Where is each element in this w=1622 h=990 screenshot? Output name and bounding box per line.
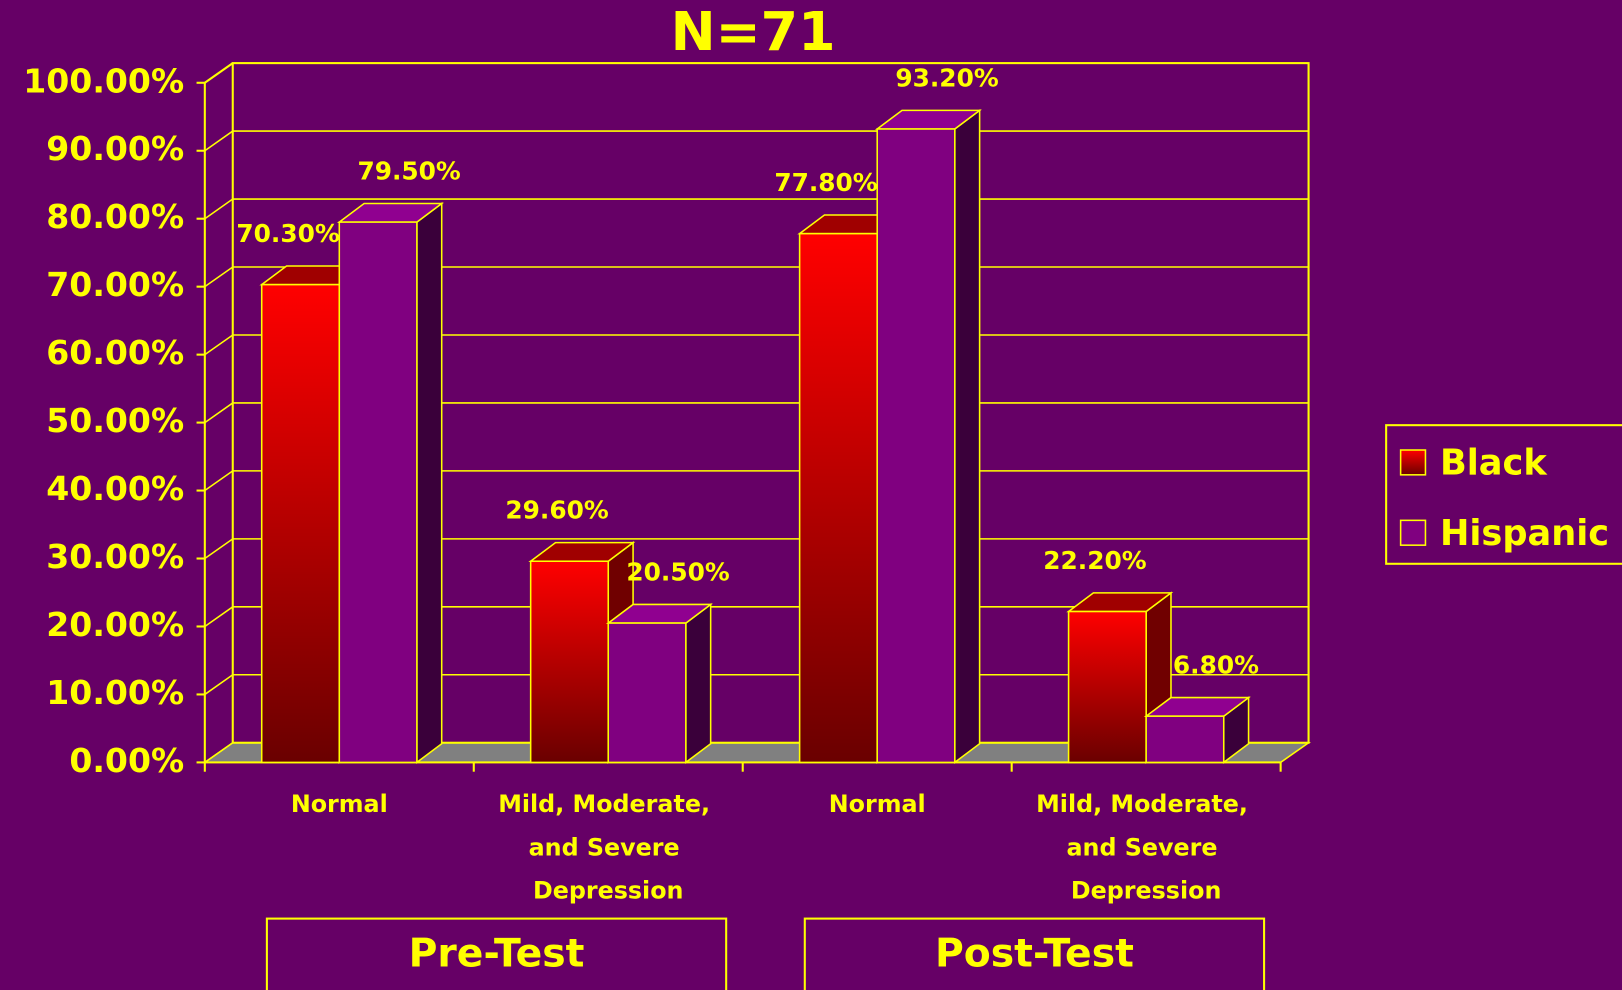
y-tick-label: 40.00% bbox=[46, 469, 184, 508]
y-tick-label: 90.00% bbox=[46, 129, 184, 168]
bar bbox=[529, 560, 610, 764]
group-label: Pre-Test bbox=[409, 931, 585, 976]
grid-line bbox=[204, 62, 1309, 84]
y-tick-label: 0.00% bbox=[69, 741, 184, 780]
value-label: 79.50% bbox=[357, 156, 460, 185]
bar-side bbox=[416, 201, 443, 764]
value-label: 29.60% bbox=[505, 496, 608, 525]
y-tick-label: 50.00% bbox=[46, 401, 184, 440]
bar bbox=[338, 221, 418, 764]
legend-swatch bbox=[1399, 519, 1427, 546]
y-tick-label: 70.00% bbox=[46, 265, 184, 304]
legend-label: Black bbox=[1440, 442, 1548, 483]
bar bbox=[1067, 610, 1147, 764]
x-tick-label: Normal bbox=[829, 789, 926, 817]
y-tick-label: 30.00% bbox=[46, 537, 184, 576]
value-label: 20.50% bbox=[626, 557, 729, 586]
bar bbox=[798, 232, 878, 764]
bar bbox=[607, 622, 687, 764]
value-label: 70.30% bbox=[236, 219, 339, 248]
y-tick-label: 20.00% bbox=[46, 605, 184, 644]
x-tick-label: Mild, Moderate, and Severe Depression bbox=[498, 789, 718, 904]
legend-box bbox=[1385, 424, 1622, 565]
bar bbox=[876, 128, 956, 764]
value-label: 6.80% bbox=[1173, 651, 1259, 680]
y-tick-label: 60.00% bbox=[46, 333, 184, 372]
bar-side bbox=[954, 108, 981, 764]
group-box bbox=[265, 917, 728, 990]
value-label: 93.20% bbox=[895, 63, 998, 92]
legend-swatch bbox=[1399, 449, 1427, 476]
chart-title: N=71 bbox=[671, 0, 836, 63]
legend-label: Hispanic bbox=[1440, 513, 1609, 554]
bar bbox=[260, 283, 341, 764]
y-tick-label: 100.00% bbox=[23, 61, 184, 100]
value-label: 22.20% bbox=[1043, 546, 1146, 575]
y-tick-label: 80.00% bbox=[46, 197, 184, 236]
x-tick-label: Normal bbox=[291, 789, 388, 817]
bar bbox=[1145, 715, 1225, 764]
group-label: Post-Test bbox=[935, 931, 1134, 976]
bar-side bbox=[685, 602, 712, 764]
group-box bbox=[803, 917, 1266, 990]
value-label: 77.80% bbox=[774, 168, 877, 197]
y-tick-label: 10.00% bbox=[46, 673, 184, 712]
x-tick-label: Mild, Moderate, and Severe Depression bbox=[1036, 789, 1256, 904]
